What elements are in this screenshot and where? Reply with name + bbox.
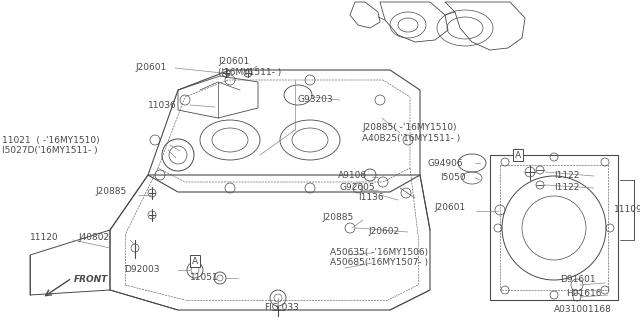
Text: FRONT: FRONT (74, 276, 108, 284)
Text: J20601: J20601 (218, 58, 249, 67)
Text: D92003: D92003 (124, 266, 159, 275)
Text: I1122: I1122 (554, 171, 579, 180)
Text: 11021  ( -'16MY1510): 11021 ( -'16MY1510) (2, 135, 100, 145)
Text: FIG.033: FIG.033 (264, 303, 299, 313)
Text: I5027D('16MY1511- ): I5027D('16MY1511- ) (2, 146, 98, 155)
Text: A: A (515, 150, 521, 159)
Text: J20885: J20885 (95, 188, 126, 196)
Text: 11109: 11109 (614, 205, 640, 214)
Text: G94906: G94906 (428, 158, 463, 167)
Text: A40B25('16MY1511- ): A40B25('16MY1511- ) (362, 133, 460, 142)
Text: I1136: I1136 (358, 194, 383, 203)
Text: J20885( -'16MY1510): J20885( -'16MY1510) (362, 124, 456, 132)
Text: ('16MY1511- ): ('16MY1511- ) (218, 68, 281, 76)
Text: J40802: J40802 (78, 234, 109, 243)
Text: A: A (192, 257, 198, 266)
Text: A50635( -'16MY1506): A50635( -'16MY1506) (330, 247, 428, 257)
Text: 11120: 11120 (30, 234, 59, 243)
Text: 11036: 11036 (148, 100, 177, 109)
Text: J20885: J20885 (322, 212, 353, 221)
Text: A50685('16MY1507- ): A50685('16MY1507- ) (330, 258, 428, 267)
Text: D91601: D91601 (560, 276, 596, 284)
Text: A9106: A9106 (338, 171, 367, 180)
Text: G93203: G93203 (298, 95, 333, 105)
Text: J20602: J20602 (368, 228, 399, 236)
Text: A031001168: A031001168 (554, 306, 612, 315)
Text: J20601: J20601 (135, 63, 166, 73)
Text: I1122: I1122 (554, 182, 579, 191)
Text: 11051: 11051 (190, 274, 219, 283)
Text: I5050: I5050 (440, 173, 466, 182)
Text: G92605: G92605 (340, 183, 376, 193)
Text: H01616: H01616 (566, 289, 602, 298)
Text: J20601: J20601 (434, 204, 465, 212)
